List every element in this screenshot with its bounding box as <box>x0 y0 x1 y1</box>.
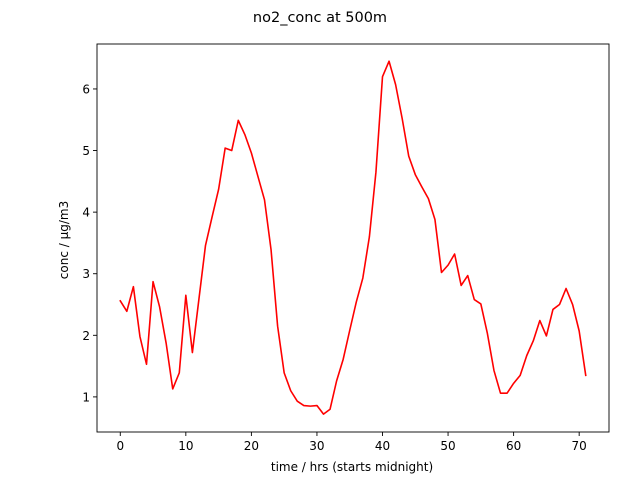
x-tick-label: 10 <box>178 439 193 453</box>
axes-frame <box>96 43 610 433</box>
x-tick-label: 50 <box>440 439 455 453</box>
y-tick-label: 1 <box>82 390 90 404</box>
x-tick-label: 40 <box>375 439 390 453</box>
plot-area: 0 10 20 30 40 50 60 70 1 2 3 4 5 6 <box>82 43 610 453</box>
y-tick-label: 4 <box>82 206 90 220</box>
x-tick-label: 20 <box>244 439 259 453</box>
x-tick-label: 70 <box>572 439 587 453</box>
chart-title: no2_conc at 500m <box>253 10 387 26</box>
series-line-0 <box>119 60 587 415</box>
y-tick-label: 6 <box>82 82 90 96</box>
x-tick-label: 30 <box>309 439 324 453</box>
x-tick-label: 60 <box>506 439 521 453</box>
y-tick-label: 5 <box>82 144 90 158</box>
y-tick-label: 3 <box>82 267 90 281</box>
y-tick-label: 2 <box>82 329 90 343</box>
x-axis-label: time / hrs (starts midnight) <box>271 460 433 474</box>
y-axis-label: conc / µg/m3 <box>57 201 71 279</box>
x-tick-label: 0 <box>116 439 124 453</box>
